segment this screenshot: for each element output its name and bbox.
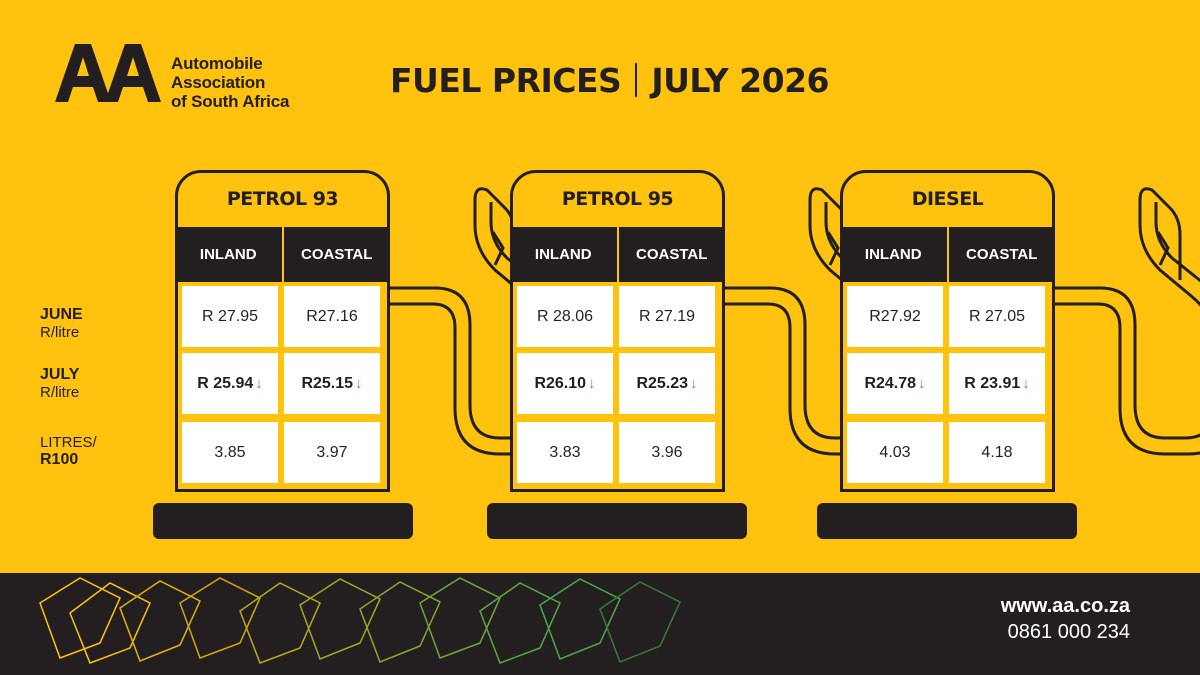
june-inland-price: R27.92 xyxy=(845,284,945,349)
col-header-coastal: COASTAL xyxy=(946,227,1056,282)
title-divider xyxy=(635,63,638,97)
phone-number: 0861 000 234 xyxy=(1007,621,1130,643)
pump-base xyxy=(153,503,413,539)
down-arrow-icon: ↓ xyxy=(355,375,363,392)
litres-inland: 4.03 xyxy=(845,420,945,485)
litres-inland-value: 3.83 xyxy=(549,443,581,461)
row-label-june-title: JUNE xyxy=(40,306,83,323)
row-label-july: JULY R/litre xyxy=(40,366,150,401)
litres-coastal: 3.97 xyxy=(282,420,382,485)
col-header-coastal: COASTAL xyxy=(616,227,726,282)
down-arrow-icon: ↓ xyxy=(255,375,263,392)
down-arrow-icon: ↓ xyxy=(588,375,596,392)
aa-logo-text: Automobile Association of South Africa xyxy=(171,54,289,111)
pump-header-row: INLAND COASTAL xyxy=(175,227,390,282)
june-coastal-value: R27.16 xyxy=(306,307,358,325)
footer-bar: www.aa.co.za 0861 000 234 xyxy=(0,573,1200,675)
row-label-july-title: JULY xyxy=(40,366,80,383)
july-coastal-price: R25.15 ↓ xyxy=(282,351,382,416)
title-fuel-prices: FUEL PRICES xyxy=(390,60,622,100)
june-inland-value: R 27.95 xyxy=(201,307,259,325)
pump-diesel: DIESEL INLAND COASTAL R27.92 R 27.05 R24… xyxy=(840,170,1200,492)
title-date: JULY 2026 xyxy=(651,60,830,100)
pump-header-row: INLAND COASTAL xyxy=(840,227,1055,282)
aa-logo-mark xyxy=(55,44,161,102)
july-inland-value: R24.78 xyxy=(864,374,917,392)
july-inland-value: R 25.94 xyxy=(197,374,254,392)
down-arrow-icon: ↓ xyxy=(690,375,698,392)
down-arrow-icon: ↓ xyxy=(918,375,926,392)
website-link[interactable]: www.aa.co.za xyxy=(1000,595,1130,617)
june-coastal-price: R 27.05 xyxy=(947,284,1047,349)
col-header-inland: INLAND xyxy=(534,246,592,263)
litres-coastal: 4.18 xyxy=(947,420,1047,485)
litres-inland: 3.85 xyxy=(180,420,280,485)
pump-base xyxy=(817,503,1077,539)
july-coastal-price: R 23.91 ↓ xyxy=(947,351,1047,416)
down-arrow-icon: ↓ xyxy=(1022,375,1030,392)
col-header-coastal: COASTAL xyxy=(281,227,391,282)
pump-title: PETROL 93 xyxy=(226,187,339,210)
july-inland-price: R 25.94 ↓ xyxy=(180,351,280,416)
fuel-nozzle-icon xyxy=(1055,187,1200,456)
litres-coastal-value: 3.96 xyxy=(651,443,683,461)
july-coastal-value: R 23.91 xyxy=(964,374,1021,392)
july-inland-price: R24.78 ↓ xyxy=(845,351,945,416)
row-label-june-unit: R/litre xyxy=(40,324,80,341)
pump-header-row: INLAND COASTAL xyxy=(510,227,725,282)
litres-inland-value: 4.03 xyxy=(879,443,911,461)
july-coastal-value: R25.23 xyxy=(636,374,689,392)
row-label-litres: LITRES/ R100 xyxy=(40,434,150,469)
pump-title: DIESEL xyxy=(911,187,984,210)
july-coastal-value: R25.15 xyxy=(301,374,354,392)
logo-line-3: of South Africa xyxy=(171,92,290,111)
june-coastal-price: R27.16 xyxy=(282,284,382,349)
aa-logo: Automobile Association of South Africa xyxy=(55,42,295,112)
pump-petrol-95: PETROL 95 INLAND COASTAL R 28.06 R 27.19… xyxy=(510,170,904,492)
row-label-litres-title: LITRES/ xyxy=(40,434,97,451)
col-header-inland: INLAND xyxy=(864,246,922,263)
pump-title: PETROL 95 xyxy=(561,187,674,210)
litres-coastal: 3.96 xyxy=(617,420,717,485)
july-coastal-price: R25.23 ↓ xyxy=(617,351,717,416)
row-label-june: JUNE R/litre xyxy=(40,306,150,341)
page-title: FUEL PRICES JULY 2026 xyxy=(390,60,830,100)
june-coastal-value: R 27.05 xyxy=(968,307,1026,325)
july-inland-value: R26.10 xyxy=(534,374,587,392)
litres-coastal-value: 4.18 xyxy=(981,443,1013,461)
logo-line-1: Automobile xyxy=(171,54,263,73)
june-inland-price: R 27.95 xyxy=(180,284,280,349)
july-inland-price: R26.10 ↓ xyxy=(515,351,615,416)
litres-inland-value: 3.85 xyxy=(214,443,246,461)
col-header-inland: INLAND xyxy=(199,246,257,263)
decorative-pattern xyxy=(39,577,681,664)
june-inland-value: R 28.06 xyxy=(536,307,594,325)
june-inland-value: R27.92 xyxy=(869,307,921,325)
june-coastal-value: R 27.19 xyxy=(638,307,696,325)
logo-line-2: Association xyxy=(171,73,266,92)
litres-coastal-value: 3.97 xyxy=(316,443,348,461)
litres-inland: 3.83 xyxy=(515,420,615,485)
june-coastal-price: R 27.19 xyxy=(617,284,717,349)
row-label-july-unit: R/litre xyxy=(40,384,80,401)
pump-petrol-93: PETROL 93 INLAND COASTAL R 27.95 R27.16 … xyxy=(175,170,569,492)
june-inland-price: R 28.06 xyxy=(515,284,615,349)
row-label-litres-unit: R100 xyxy=(40,451,79,468)
pump-base xyxy=(487,503,747,539)
